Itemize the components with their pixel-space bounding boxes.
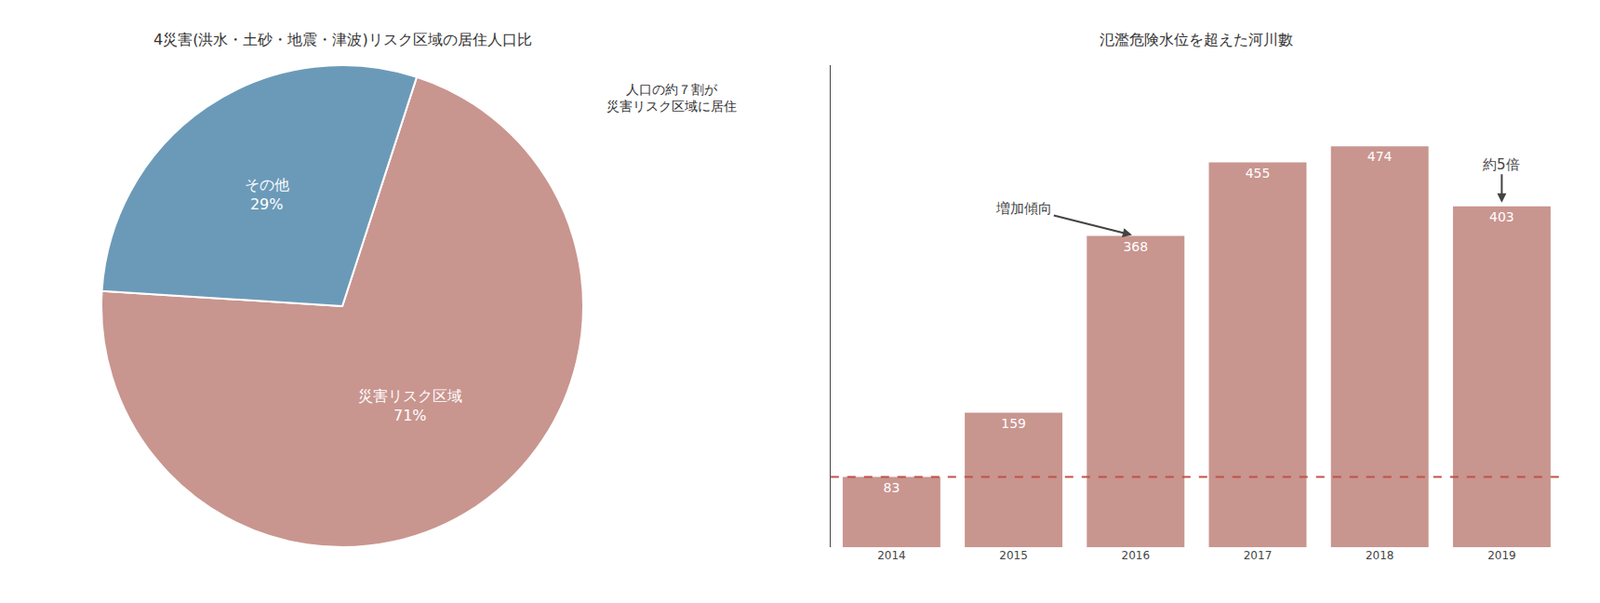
svg-text:約5倍: 約5倍 xyxy=(1482,156,1520,174)
svg-text:474: 474 xyxy=(1367,148,1393,164)
svg-text:2017: 2017 xyxy=(1243,548,1273,562)
svg-text:368: 368 xyxy=(1122,239,1148,254)
svg-text:災害リスク区域71%: 災害リスク区域71% xyxy=(358,386,463,425)
svg-text:403: 403 xyxy=(1489,209,1515,225)
svg-text:2015: 2015 xyxy=(999,548,1028,562)
svg-text:人口の約７割が災害リスク区域に居住: 人口の約７割が災害リスク区域に居住 xyxy=(606,81,737,114)
svg-text:455: 455 xyxy=(1245,165,1271,181)
svg-text:4災害(洪水・土砂・地震・津波)リスク区域の居住人口比: 4災害(洪水・土砂・地震・津波)リスク区域の居住人口比 xyxy=(153,30,533,49)
svg-text:増加傾向: 増加傾向 xyxy=(995,200,1053,217)
svg-text:2019: 2019 xyxy=(1487,548,1517,562)
svg-text:その他29%: その他29% xyxy=(244,175,290,214)
svg-text:氾濫危険水位を超えた河川數: 氾濫危険水位を超えた河川數 xyxy=(1099,30,1294,49)
svg-text:83: 83 xyxy=(882,480,900,495)
svg-text:159: 159 xyxy=(1000,415,1027,431)
svg-text:2016: 2016 xyxy=(1121,548,1151,562)
svg-text:2014: 2014 xyxy=(877,548,907,562)
svg-text:2018: 2018 xyxy=(1365,548,1395,562)
